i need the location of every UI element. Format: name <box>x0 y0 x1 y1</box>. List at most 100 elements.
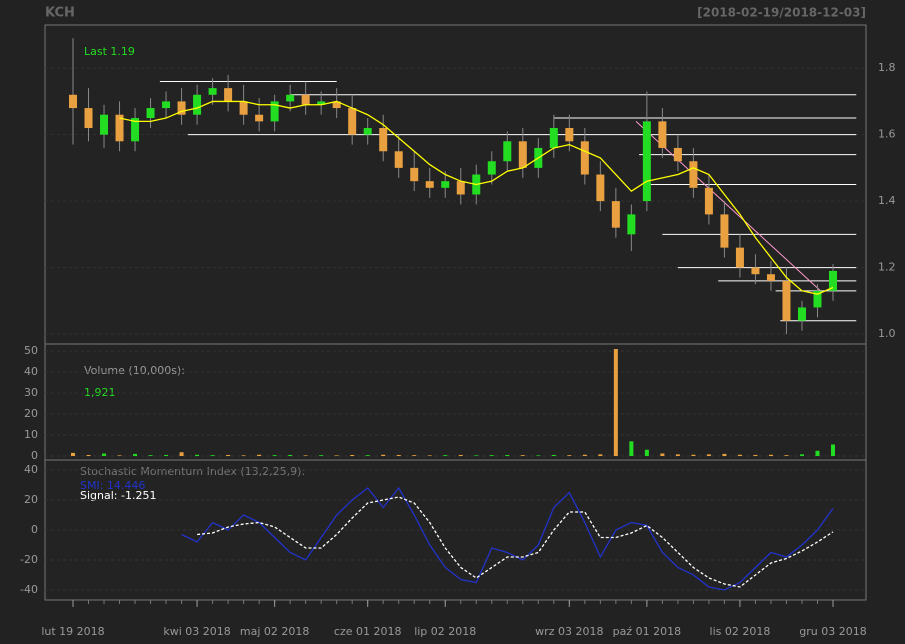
candle-body <box>580 141 589 175</box>
volume-bar <box>319 455 324 457</box>
volume-bar <box>458 454 463 457</box>
volume-bar <box>86 454 91 457</box>
y-tick-label: 20 <box>24 407 38 420</box>
volume-bar <box>644 449 649 457</box>
candle-body <box>704 187 713 215</box>
x-tick-label: lut 19 2018 <box>41 625 104 638</box>
volume-bar <box>784 455 789 457</box>
volume-bar <box>613 349 618 457</box>
volume-bar <box>148 455 153 457</box>
candle-body <box>146 108 155 119</box>
candle-body <box>673 147 682 162</box>
y-tick-label: 50 <box>24 344 38 357</box>
volume-bar <box>102 453 107 457</box>
volume-label: Volume (10,000s): <box>84 364 185 377</box>
volume-bar <box>799 454 804 457</box>
candle-body <box>410 167 419 182</box>
volume-bar <box>675 454 680 457</box>
volume-bar <box>722 453 727 457</box>
volume-bar <box>396 454 401 457</box>
candle-body <box>751 267 760 275</box>
signal-value: Signal: -1.251 <box>80 489 156 502</box>
volume-bar <box>195 454 200 457</box>
volume-bar <box>567 455 572 457</box>
volume-bar <box>334 455 339 457</box>
candle-body <box>642 121 651 202</box>
volume-bar <box>257 454 262 457</box>
candle-body <box>596 174 605 202</box>
y-tick-label: 1.4 <box>878 194 896 207</box>
volume-bar <box>427 455 432 457</box>
candle-body <box>503 141 512 162</box>
volume-bar <box>133 453 138 457</box>
candle-body <box>84 108 93 129</box>
volume-bar <box>551 454 556 457</box>
candle-body <box>425 181 434 188</box>
candle-body <box>255 114 264 122</box>
volume-bar <box>303 455 308 457</box>
candle-body <box>611 201 620 228</box>
candle-body <box>797 307 806 321</box>
y-tick-label: 0 <box>31 449 38 462</box>
candle-body <box>782 280 791 321</box>
volume-bar <box>443 455 448 457</box>
candle-body <box>829 270 837 291</box>
x-tick-label: kwi 03 2018 <box>163 625 230 638</box>
x-tick-label: cze 01 2018 <box>334 625 402 638</box>
candle-body <box>379 128 388 152</box>
candle-body <box>487 161 496 175</box>
volume-bar <box>288 454 293 457</box>
volume-bar <box>598 454 603 457</box>
volume-bar <box>474 455 479 457</box>
volume-bar <box>768 454 773 457</box>
candle-body <box>348 108 357 135</box>
volume-bar <box>536 455 541 457</box>
volume-bar <box>226 454 231 457</box>
y-tick-label: 1.2 <box>878 261 896 274</box>
candle-body <box>100 114 109 135</box>
volume-last: 1,921 <box>84 386 116 399</box>
y-tick-label: 10 <box>24 428 38 441</box>
volume-bar <box>691 454 696 457</box>
candle-body <box>286 94 295 102</box>
volume-bar <box>412 455 417 457</box>
candle-body <box>565 128 574 142</box>
candle-body <box>735 247 744 268</box>
y-tick-label: 40 <box>24 365 38 378</box>
y-tick-label: 40 <box>24 463 38 476</box>
volume-bar <box>629 441 634 457</box>
volume-bar <box>365 455 370 457</box>
candle-body <box>549 128 558 148</box>
volume-bar <box>815 450 820 457</box>
smi-value: SMI: 14.446 <box>80 479 145 492</box>
candle-body <box>162 101 171 109</box>
candle-body <box>518 141 527 168</box>
volume-bar <box>272 455 277 457</box>
y-tick-label: 30 <box>24 386 38 399</box>
x-tick-label: lip 02 2018 <box>414 625 476 638</box>
candle-body <box>131 118 140 142</box>
candle-body <box>689 161 698 188</box>
smi-line <box>181 486 834 591</box>
candle-body <box>69 94 77 109</box>
volume-bar <box>164 454 169 457</box>
y-tick-label: 1.0 <box>878 327 896 340</box>
volume-bar <box>737 454 742 457</box>
moving-average <box>119 100 834 295</box>
trend-line <box>635 120 821 292</box>
candle-body <box>270 101 279 122</box>
volume-bar <box>381 454 386 457</box>
candle-body <box>332 101 341 109</box>
date-range: [2018-02-19/2018-12-03] <box>697 6 866 20</box>
x-tick-label: paź 01 2018 <box>613 625 681 638</box>
volume-bar <box>71 452 75 457</box>
candle-body <box>177 101 186 115</box>
y-tick-label: 1.8 <box>878 61 896 74</box>
candle-body <box>394 151 403 168</box>
candle-body <box>363 128 372 135</box>
candle-body <box>115 114 124 142</box>
smi-label: Stochastic Momentum Index (13,2,25,9): <box>80 465 305 478</box>
x-tick-label: maj 02 2018 <box>240 625 310 638</box>
